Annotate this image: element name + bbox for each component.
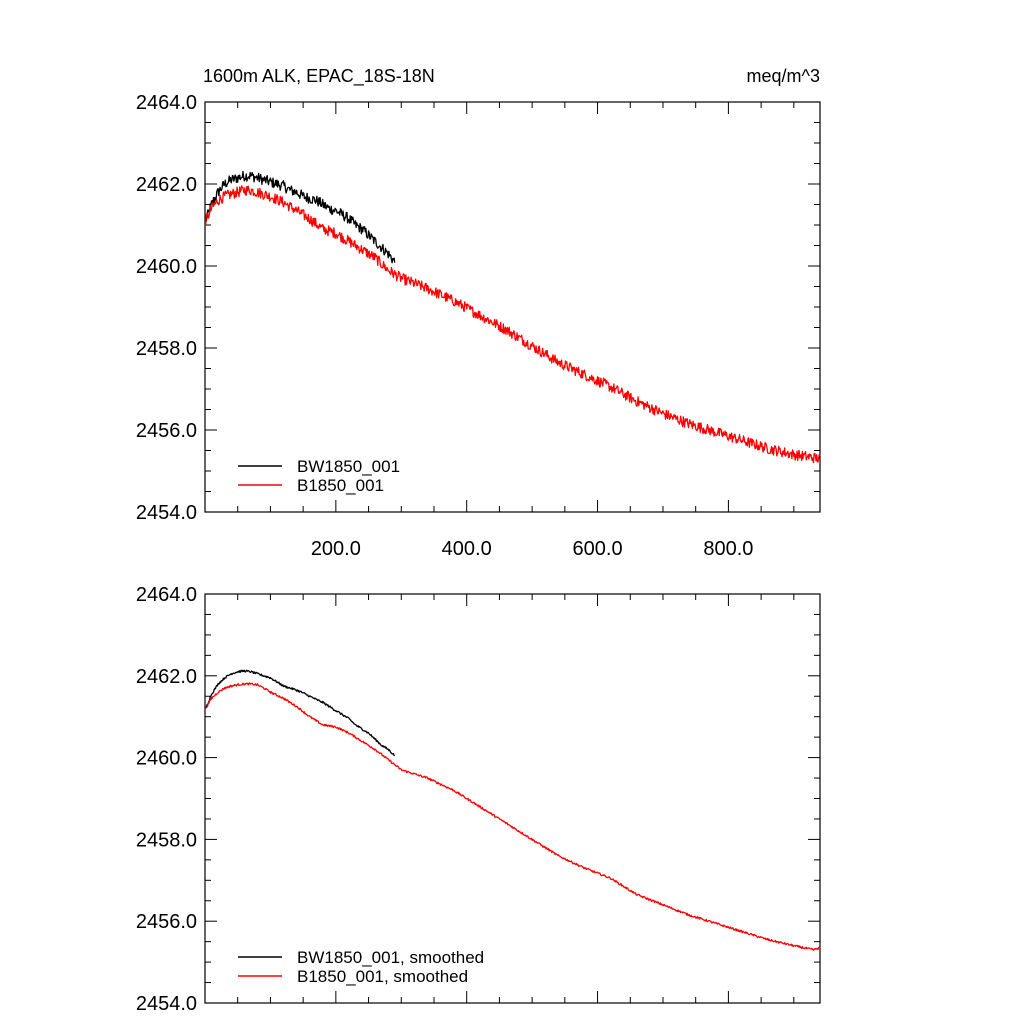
legend-label: BW1850_001: [297, 457, 400, 476]
plot-frame: [204, 593, 821, 1004]
series-line-0-1: [205, 185, 821, 464]
y-tick-label: 2460.0: [136, 256, 197, 278]
legend-label: B1850_001, smoothed: [297, 967, 468, 986]
plot-title: 1600m ALK, EPAC_18S-18N: [203, 66, 435, 87]
x-tick-label: 200.0: [311, 538, 361, 560]
units-label: meq/m^3: [747, 66, 820, 86]
y-tick-label: 2462.0: [136, 666, 197, 688]
series-line-1-1: [205, 682, 821, 951]
bottom-panel: 2454.0 2456.0 2458.0 2460.0 2462.0 2464.0 BW18…: [136, 584, 821, 1015]
x-tick-label: 600.0: [573, 538, 623, 560]
y-tick-label: 2456.0: [136, 420, 197, 442]
plot-frame: [204, 101, 821, 513]
y-tick-label: 2460.0: [136, 748, 197, 770]
y-tick-label: 2454.0: [136, 502, 197, 524]
y-tick-label: 2464.0: [136, 92, 197, 114]
y-tick-label: 2462.0: [136, 174, 197, 196]
legend-label: B1850_001: [297, 476, 384, 495]
series-line-0-0: [205, 170, 396, 264]
y-tick-label: 2458.0: [136, 338, 197, 360]
y-tick-label: 2454.0: [136, 993, 197, 1015]
x-tick-label: 800.0: [703, 538, 753, 560]
x-tick-label: 400.0: [442, 538, 492, 560]
series-line-1-0: [205, 669, 395, 757]
legend-label: BW1850_001, smoothed: [297, 948, 484, 967]
y-tick-label: 2456.0: [136, 911, 197, 933]
y-tick-label: 2464.0: [136, 584, 197, 606]
y-tick-label: 2458.0: [136, 829, 197, 851]
top-panel: 2454.0 2456.0 2458.0 2460.0 2462.0 2464.0 200.…: [136, 92, 821, 560]
